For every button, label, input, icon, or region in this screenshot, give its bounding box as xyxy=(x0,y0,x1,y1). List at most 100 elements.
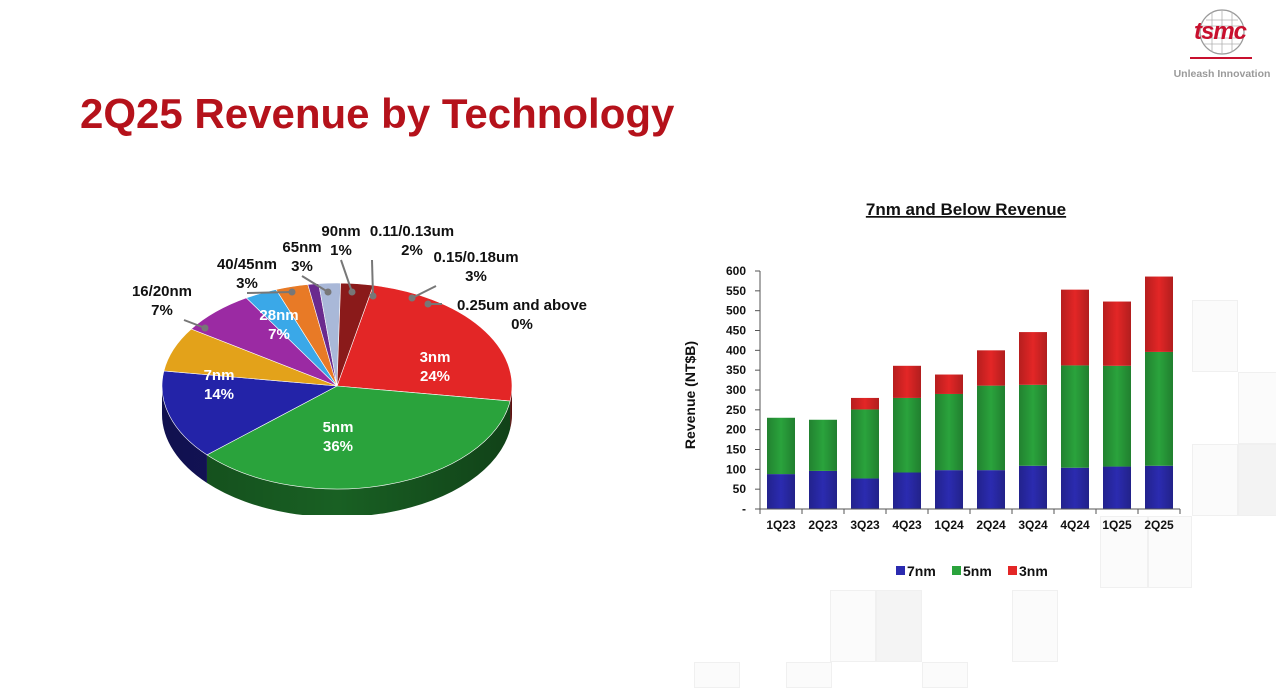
bar-chart-title: 7nm and Below Revenue xyxy=(866,200,1066,219)
bar-segment-7nm xyxy=(1145,465,1173,509)
bar-segment-5nm xyxy=(851,409,879,479)
legend-swatch xyxy=(1008,566,1017,575)
bar-segment-7nm xyxy=(977,470,1005,509)
pie-chart: 3nm 24% 5nm 36% 7nm 14% 16/20nm 7% 28nm 7% 40/45nm… xyxy=(132,223,587,515)
y-tick-label: - xyxy=(742,502,746,516)
bar-segment-5nm xyxy=(893,397,921,473)
y-tick-label: 550 xyxy=(726,284,746,298)
background-decoration xyxy=(1012,590,1058,662)
bar-segment-3nm xyxy=(893,365,921,398)
pie-slice xyxy=(336,284,513,402)
pie-leader-dot xyxy=(288,288,296,296)
pie-slice-percent: 36% xyxy=(323,438,353,455)
pie-slice-label: 0.25um and above xyxy=(457,297,587,314)
logo-wordmark: tsmc xyxy=(1193,18,1247,45)
pie-slice-percent: 3% xyxy=(465,268,487,285)
pie-slice-percent: 24% xyxy=(420,368,450,385)
legend-swatch xyxy=(952,566,961,575)
x-tick-label: 1Q24 xyxy=(934,518,964,532)
bar-segment-7nm xyxy=(1019,465,1047,509)
pie-slice-label: 0.15/0.18um xyxy=(433,249,518,266)
bar-segment-5nm xyxy=(809,419,837,471)
background-decoration xyxy=(1100,516,1148,588)
bar-segment-3nm xyxy=(935,374,963,394)
pie-slice-label: 0.11/0.13um xyxy=(370,223,454,240)
bar-segment-3nm xyxy=(1145,276,1173,352)
x-tick-label: 3Q23 xyxy=(850,518,880,532)
background-decoration xyxy=(786,662,832,688)
pie-slice xyxy=(161,370,339,456)
bar-segment-7nm xyxy=(893,472,921,509)
pie-slice-label: 40/45nm xyxy=(217,256,277,273)
bar-segment-5nm xyxy=(1103,365,1131,467)
pie-slice-percent: 1% xyxy=(330,242,352,259)
background-decoration xyxy=(876,590,922,662)
y-tick-label: 400 xyxy=(726,343,746,357)
pie-leader-dot xyxy=(369,292,377,300)
x-tick-label: 1Q23 xyxy=(766,518,796,532)
y-tick-label: 300 xyxy=(726,383,746,397)
pie-slice-percent: 14% xyxy=(204,386,234,403)
pie-slice-percent: 7% xyxy=(151,302,173,319)
logo-tagline: Unleash Innovation xyxy=(1173,68,1271,80)
pie-leader-dot xyxy=(348,288,356,296)
background-decoration xyxy=(1148,516,1192,588)
pie-slice-label: 5nm xyxy=(323,419,354,436)
bar-segment-5nm xyxy=(935,393,963,471)
y-tick-label: 50 xyxy=(733,482,747,496)
wafer-logo-icon xyxy=(1190,9,1252,59)
x-tick-label: 2Q23 xyxy=(808,518,838,532)
background-decoration xyxy=(922,662,968,688)
x-tick-label: 2Q25 xyxy=(1144,518,1174,532)
background-decoration xyxy=(1238,444,1276,516)
background-decoration xyxy=(1238,372,1276,444)
pie-leader-dot xyxy=(324,288,332,296)
y-tick-label: 100 xyxy=(726,462,746,476)
x-tick-label: 4Q24 xyxy=(1060,518,1090,532)
bar-segment-5nm xyxy=(977,385,1005,471)
y-tick-label: 350 xyxy=(726,363,746,377)
bar-segment-5nm xyxy=(1145,351,1173,466)
pie-slice-label: 65nm xyxy=(282,239,321,256)
bar-segment-3nm xyxy=(1103,301,1131,366)
page-title: 2Q25 Revenue by Technology xyxy=(80,90,675,138)
x-tick-label: 2Q24 xyxy=(976,518,1006,532)
x-tick-label: 3Q24 xyxy=(1018,518,1048,532)
background-decoration xyxy=(694,662,740,688)
pie-slice-label: 16/20nm xyxy=(132,283,192,300)
bar-segment-7nm xyxy=(767,474,795,509)
pie-slice-label: 3nm xyxy=(420,349,451,366)
y-tick-label: 500 xyxy=(726,304,746,318)
bar-segment-5nm xyxy=(1019,384,1047,466)
x-tick-label: 1Q25 xyxy=(1102,518,1132,532)
pie-slice-label: 28nm xyxy=(259,307,298,324)
pie-leader-line xyxy=(301,275,329,293)
bar-segment-5nm xyxy=(1061,365,1089,468)
pie-leader-dot xyxy=(201,324,209,332)
background-decoration xyxy=(1192,300,1238,372)
pie-leader-dot xyxy=(424,300,432,308)
legend-label: 5nm xyxy=(963,563,992,579)
pie-leader-line xyxy=(183,319,206,329)
y-tick-label: 250 xyxy=(726,403,746,417)
legend-label: 7nm xyxy=(907,563,936,579)
x-tick-label: 4Q23 xyxy=(892,518,922,532)
background-decoration xyxy=(1192,444,1238,516)
bar-segment-7nm xyxy=(935,470,963,509)
legend-label: 3nm xyxy=(1019,563,1048,579)
pie-slice-percent: 0% xyxy=(511,316,533,333)
background-decoration xyxy=(830,590,876,662)
pie-leader-line xyxy=(411,285,437,299)
legend-swatch xyxy=(896,566,905,575)
pie-leader-dot xyxy=(408,294,416,302)
y-tick-label: 200 xyxy=(726,423,746,437)
bar-segment-5nm xyxy=(767,417,795,475)
bar-segment-7nm xyxy=(1103,466,1131,509)
bar-segment-3nm xyxy=(977,350,1005,386)
bar-segment-7nm xyxy=(809,470,837,509)
y-tick-label: 600 xyxy=(726,264,746,278)
pie-slice-label: 90nm xyxy=(321,223,360,240)
y-tick-label: 450 xyxy=(726,324,746,338)
bar-segment-7nm xyxy=(1061,467,1089,509)
pie-leader-line xyxy=(246,291,293,294)
